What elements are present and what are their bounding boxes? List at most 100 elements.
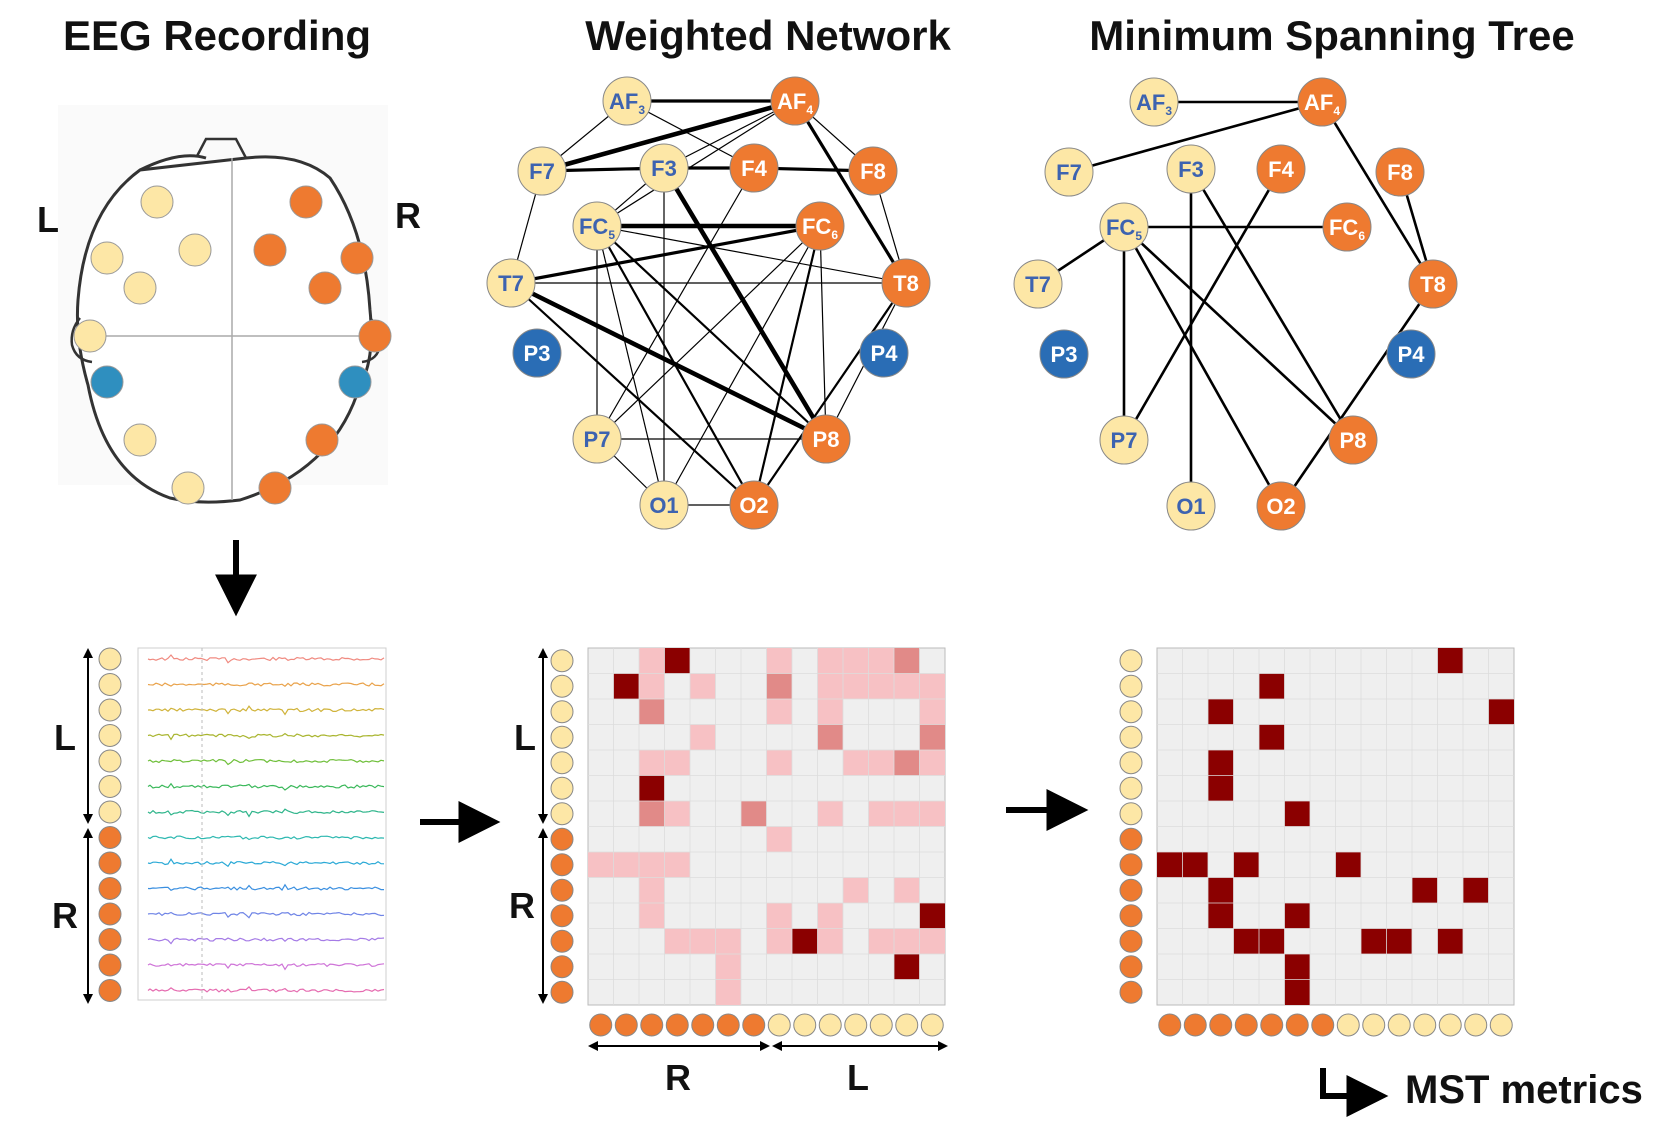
- head-electrode-af3: [140, 185, 174, 219]
- matrix-col-dot: [767, 1013, 791, 1037]
- matrix-cell: [639, 750, 665, 776]
- head-electrode-p7: [123, 423, 157, 457]
- mst-matrix-cell: [1182, 852, 1208, 878]
- eeg-channel-dot: [98, 800, 122, 824]
- matrix-col-dot: [742, 1013, 766, 1037]
- eeg-trace: [147, 654, 385, 664]
- matrix-cell: [843, 673, 869, 699]
- matrix-cell: [868, 673, 894, 699]
- matrix-col-dot: [589, 1013, 613, 1037]
- matrix-cell: [639, 673, 665, 699]
- mst-matrix-cell: [1208, 903, 1234, 929]
- network-node-f3: [639, 143, 689, 193]
- network-node-label-p4: P4: [871, 341, 899, 366]
- mst-matrix-col-dot: [1183, 1013, 1207, 1037]
- matrix-cell: [715, 979, 741, 1005]
- matrix-cell: [817, 648, 843, 674]
- mst-matrix-row-dot: [1119, 904, 1143, 928]
- matrix-col-dot: [640, 1013, 664, 1037]
- matrix-cell: [843, 877, 869, 903]
- matrix-cell: [715, 928, 741, 954]
- network-node-o1: [639, 480, 689, 530]
- connectivity-matrix: [550, 647, 946, 1037]
- mst-matrix-cell: [1208, 750, 1234, 776]
- eeg-channel-dot: [98, 877, 122, 900]
- mst-matrix-col-dot: [1234, 1013, 1258, 1037]
- eeg-channel-dot: [98, 953, 122, 977]
- matrix-row-label-right: R: [509, 885, 535, 926]
- network-node-label-o2: O2: [739, 493, 768, 518]
- mst-node-label-f3: F3: [1178, 157, 1204, 182]
- matrix-cell: [664, 852, 690, 878]
- matrix-cell: [868, 928, 894, 954]
- mst-edge-f3-p8: [1189, 168, 1355, 441]
- edge-fc5-t8: [596, 225, 907, 284]
- eeg-trace: [147, 937, 385, 945]
- matrix-row-dot: [550, 725, 574, 749]
- network-node-label-t7: T7: [498, 271, 524, 296]
- eeg-trace: [147, 732, 385, 741]
- mst-matrix-cell: [1412, 877, 1438, 903]
- matrix-cell: [894, 648, 920, 674]
- network-node-t7: [486, 258, 536, 308]
- mst-node-f3: [1166, 144, 1216, 194]
- mst-matrix-cell: [1157, 852, 1183, 878]
- mst-matrix-col-dot: [1336, 1013, 1360, 1037]
- matrix-cell: [817, 903, 843, 929]
- matrix-cell: [639, 699, 665, 725]
- title-weighted-network: Weighted Network: [585, 12, 951, 59]
- eeg-trace: [147, 986, 385, 993]
- matrix-cell: [919, 673, 945, 699]
- edge-af4-t8: [793, 100, 908, 284]
- matrix-cell: [894, 954, 920, 980]
- matrix-row-dot: [550, 929, 574, 953]
- mst-node-p4: [1386, 329, 1436, 379]
- head-electrode-t7: [73, 319, 107, 353]
- matrix-col-dot: [716, 1013, 740, 1037]
- mst-node-t7: [1013, 259, 1063, 309]
- matrix-cell: [817, 673, 843, 699]
- matrix-col-dot: [895, 1013, 919, 1037]
- mst-matrix-col-dot: [1311, 1013, 1335, 1037]
- mst-node-label-p8: P8: [1340, 428, 1367, 453]
- matrix-col-dot: [614, 1013, 638, 1037]
- side-labels: L R L R L R R L: [37, 195, 869, 1098]
- mst-matrix-row-dot: [1119, 802, 1143, 826]
- matrix-row-dot: [550, 980, 574, 1004]
- matrix-row-dot: [550, 674, 574, 698]
- mst-matrix-cell: [1284, 979, 1310, 1005]
- edge-fc5-o1: [596, 225, 665, 506]
- mst-matrix-col-dot: [1362, 1013, 1386, 1037]
- eeg-channel-dot: [98, 826, 122, 849]
- matrix-cell: [817, 928, 843, 954]
- network-node-f7: [517, 146, 567, 196]
- mst-node-label-p7: P7: [1111, 428, 1138, 453]
- matrix-row-dot: [550, 853, 574, 877]
- mst-node-label-fc5: FC5: [1106, 215, 1142, 243]
- network-node-fc6: [795, 201, 845, 251]
- mst-matrix-row-dot: [1119, 751, 1143, 775]
- edge-fc6-p8: [819, 225, 827, 440]
- matrix-cell: [639, 801, 665, 827]
- mst-matrix-row-dot: [1119, 929, 1143, 953]
- mst-matrix-col-dot: [1438, 1013, 1462, 1037]
- mst-matrix-cell: [1284, 903, 1310, 929]
- mst-edge-fc5-o2: [1122, 226, 1283, 507]
- mst-matrix-cell: [1463, 877, 1489, 903]
- edge-t7-fc6: [510, 224, 821, 285]
- mst-edge-t8-o2: [1279, 283, 1435, 507]
- mst-edge-af4-t8: [1320, 101, 1435, 285]
- eeg-channel-dot: [98, 902, 122, 926]
- network-node-af3: [602, 76, 652, 126]
- network-node-label-f3: F3: [651, 156, 677, 181]
- network-node-label-f8: F8: [860, 159, 886, 184]
- mst-matrix-cell: [1259, 724, 1285, 750]
- matrix-cell: [664, 750, 690, 776]
- mst-node-f7: [1044, 147, 1094, 197]
- eeg-channel-dot: [98, 851, 122, 875]
- matrix-cell: [690, 673, 716, 699]
- matrix-cell: [868, 801, 894, 827]
- mst-matrix-row-dot: [1119, 674, 1143, 698]
- matrix-cell: [817, 801, 843, 827]
- mst-node-label-o2: O2: [1266, 494, 1295, 519]
